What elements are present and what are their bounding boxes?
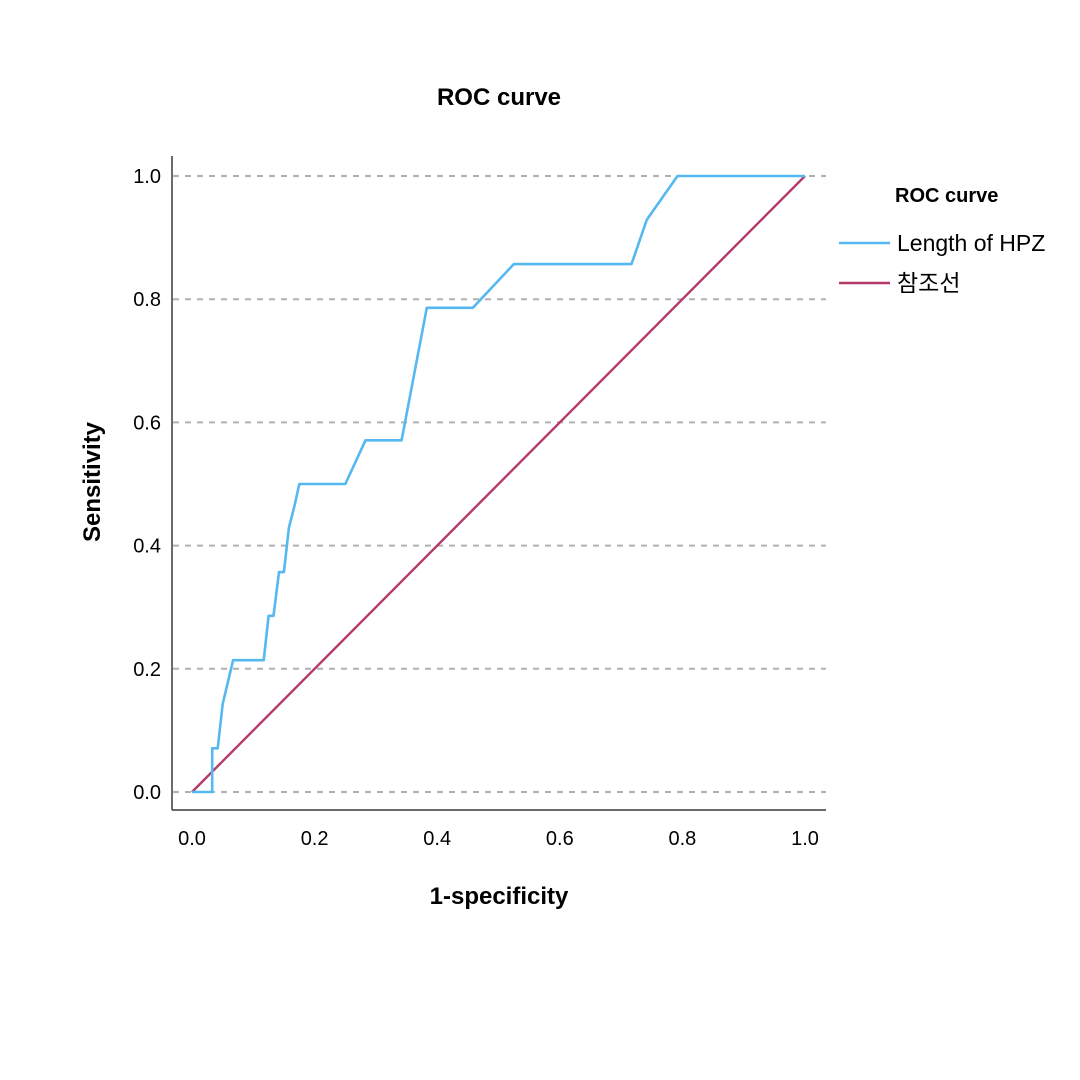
x-tick-label: 0.2 — [301, 828, 329, 850]
legend-label-1: 참조선 — [897, 270, 960, 296]
x-tick-label: 0.4 — [423, 828, 451, 850]
chart-title: ROC curve — [437, 84, 561, 111]
x-tick-label: 0.0 — [178, 828, 206, 850]
x-tick-label: 0.6 — [546, 828, 574, 850]
y-tick-label: 0.6 — [133, 412, 161, 434]
series-line-1 — [191, 175, 806, 793]
gridlines — [173, 175, 826, 793]
x-axis-title: 1-specificity — [430, 883, 569, 910]
x-tick-label: 0.8 — [668, 828, 696, 850]
tick-labels: 0.0 0.2 0.4 0.6 0.8 1.0 0.0 0.2 0.4 0.6 0.8 1.0 — [133, 166, 819, 850]
legend-title: ROC curve — [895, 185, 998, 207]
y-tick-label: 0.0 — [133, 782, 161, 804]
legend-items: Length of HPZ 참조선 — [839, 230, 1045, 296]
x-tick-label: 1.0 — [791, 828, 819, 850]
y-axis-title: Sensitivity — [79, 421, 106, 542]
legend: ROC curve Length of HPZ 참조선 — [839, 185, 1045, 296]
y-tick-label: 0.4 — [133, 536, 161, 558]
y-tick-label: 0.2 — [133, 659, 161, 681]
y-tick-label: 0.8 — [133, 289, 161, 311]
series-line-0 — [192, 174, 805, 794]
y-tick-label: 1.0 — [133, 166, 161, 188]
series-lines — [191, 174, 806, 794]
legend-label-0: Length of HPZ — [897, 230, 1045, 256]
